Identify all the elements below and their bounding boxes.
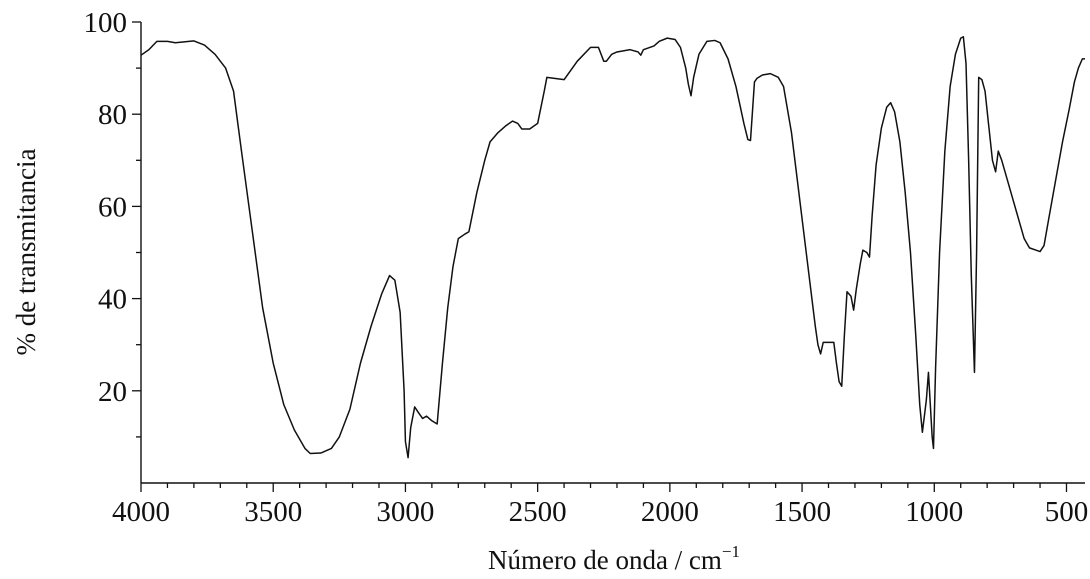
x-tick-label: 2000 (641, 496, 699, 528)
transmittance-series-line (140, 36, 1085, 459)
x-tick-label: 3500 (244, 496, 302, 528)
ticks (132, 21, 1068, 492)
y-tick-label: 20 (98, 376, 127, 408)
x-tick-label: 1500 (773, 496, 831, 528)
tick-labels: 4000 3500 3000 2500 2000 1500 1000 500 100 80 60 40… (84, 7, 1089, 528)
x-tick-label: 1000 (905, 496, 963, 528)
x-tick-label: 3000 (376, 496, 434, 528)
y-tick-label: 60 (98, 191, 127, 223)
y-tick-label: 100 (84, 7, 128, 39)
y-tick-label: 40 (98, 284, 127, 316)
y-axis-label: % de transmitancia (11, 149, 41, 356)
x-tick-label: 4000 (112, 496, 170, 528)
x-axis-label-main: Número de onda / cm (488, 545, 722, 575)
x-tick-label: 2500 (509, 496, 567, 528)
x-tick-label: 500 (1045, 496, 1089, 528)
x-axis-label: Número de onda / cm−1 (488, 542, 740, 575)
y-tick-label: 80 (98, 99, 127, 131)
axes (140, 22, 1085, 484)
x-axis-label-superscript: −1 (722, 542, 740, 561)
